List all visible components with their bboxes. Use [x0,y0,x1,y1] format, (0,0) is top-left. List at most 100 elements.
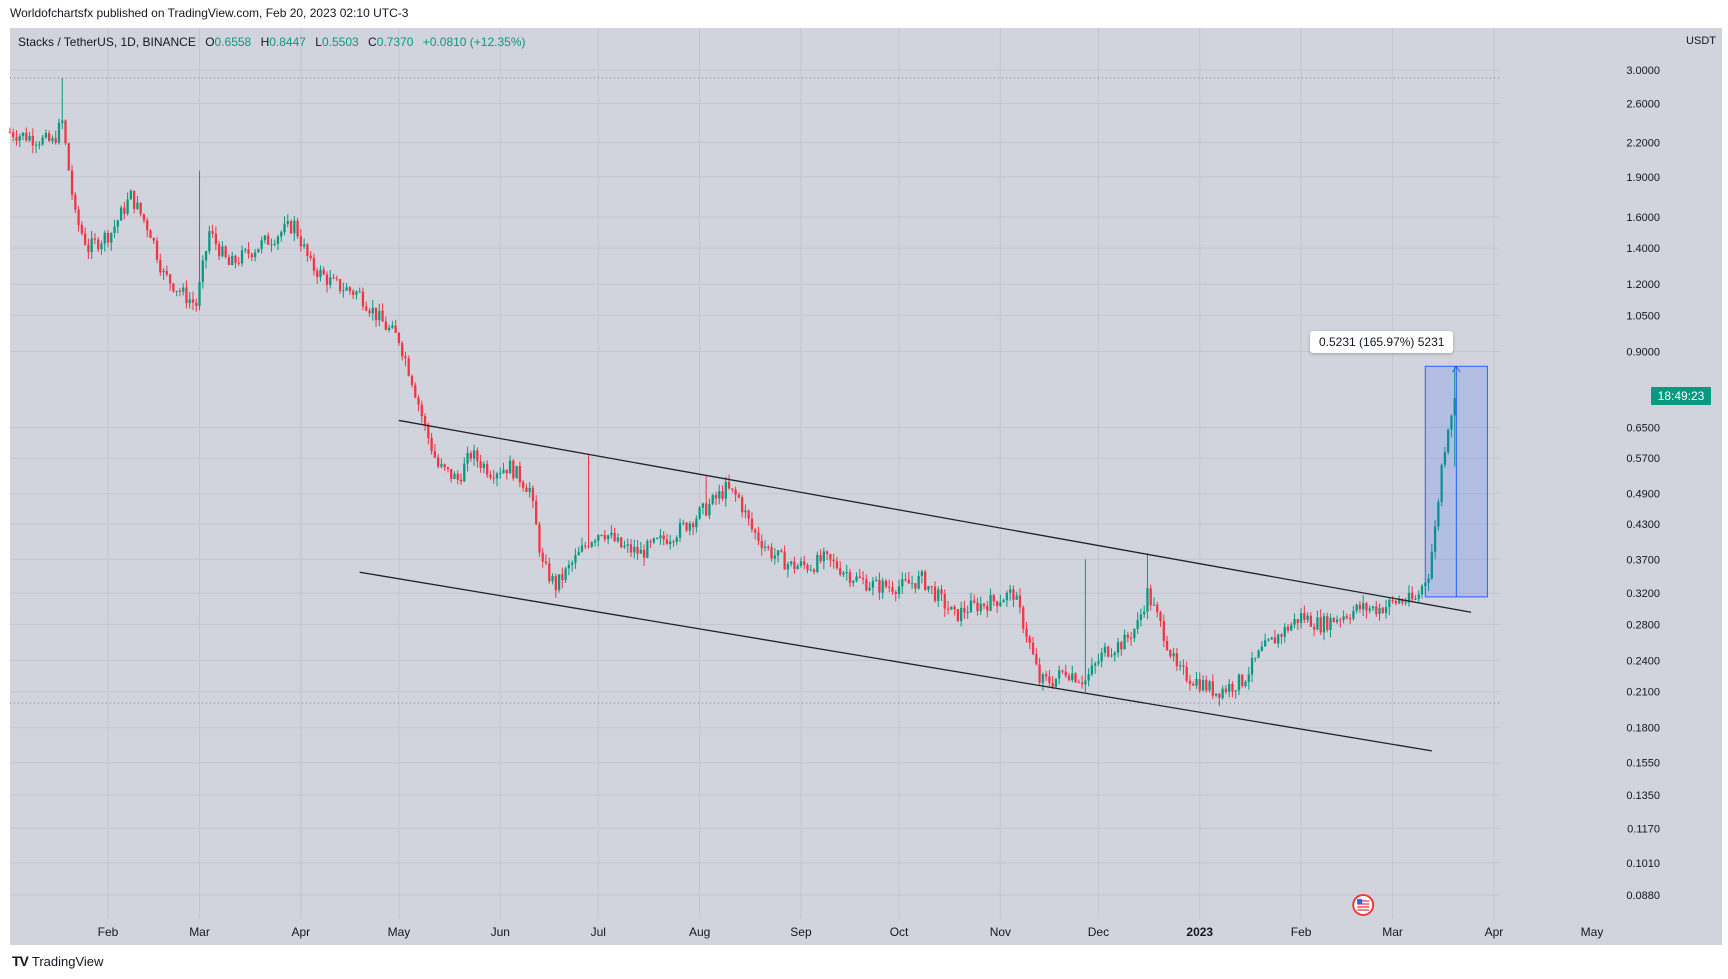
candle-body [309,255,312,259]
candle-body [1041,674,1044,683]
candle-body [698,507,701,519]
candle-body [904,578,907,580]
candle-body [1100,652,1103,662]
candle-body [175,290,178,292]
candle-body [296,220,299,237]
candle-body [1427,578,1430,583]
open-label: O [205,35,215,49]
candle-body [1381,607,1384,613]
footer-brand[interactable]: TV TradingView [12,953,103,969]
candle-body [110,233,113,243]
candle-body [1234,690,1237,692]
candle-body [750,518,754,530]
candle-body [809,569,812,571]
candle-body [561,574,564,581]
candle-body [544,561,548,564]
candle-body [1048,676,1051,683]
candle-body [25,132,28,141]
candle-body [678,523,682,538]
candle-body [701,503,705,508]
candle-body [159,259,162,273]
candle-body [1123,634,1126,650]
candle-body [780,550,783,552]
candle-body [1306,615,1309,620]
candle-body [325,274,329,285]
candle-body [1244,681,1247,687]
candle-body [966,612,969,614]
currency-label: USDT [1686,35,1716,47]
candle-body [126,199,129,214]
candle-body [329,277,332,285]
candle-body [1038,664,1041,683]
candle-body [832,559,835,562]
candle-body [1175,653,1179,667]
candle-body [1178,665,1182,667]
candle-body [1260,646,1264,651]
price-tick-label: 0.1350 [1626,790,1660,802]
candle-body [1391,599,1394,601]
candle-body [757,532,760,541]
candle-body [486,463,489,475]
candle-body [1005,592,1009,601]
candle-body [204,251,208,261]
candle-body [603,534,606,540]
candle-body [162,270,165,273]
candle-body [724,481,727,499]
measure-arrow-head [1451,365,1461,373]
candle-body [861,577,865,580]
candle-body [1126,634,1129,638]
candle-body [783,551,786,570]
price-tick-label: 0.0880 [1626,890,1660,902]
price-tick-label: 0.5700 [1626,453,1660,465]
candle-body [855,576,858,581]
candle-body [1384,607,1388,613]
candle-body [74,194,77,210]
candle-body [1198,679,1201,691]
candle-body [368,310,371,314]
candle-body [737,494,741,498]
candle-body [250,253,253,258]
candle-body [463,463,466,482]
candle-body [476,450,479,462]
candle-body [943,594,946,609]
candle-body [338,279,342,291]
candle-body [44,133,48,138]
price-tick-label: 0.1010 [1626,858,1660,870]
time-tick-label: Dec [1088,925,1109,939]
candle-body [790,561,793,565]
candle-body [1362,603,1365,610]
candle-body [825,551,829,555]
candle-body [584,545,587,547]
chart-pane[interactable] [10,28,1722,945]
candle-body [1067,675,1071,681]
price-tick-label: 0.1550 [1626,758,1660,770]
candle-body [914,583,917,589]
candle-body [515,465,518,479]
candle-body [691,523,695,528]
time-tick-label: Nov [990,925,1011,939]
candle-body [669,541,672,544]
flag-circle [1352,894,1375,916]
candle-body [754,529,757,533]
candle-body [1084,680,1087,685]
candle-body [1136,619,1139,630]
candle-body [829,554,832,560]
symbol-title[interactable]: Stacks / TetherUS, 1D, BINANCE [18,35,196,49]
candle-body [1443,452,1447,465]
candle-body [1146,588,1149,612]
candle-body [1398,600,1401,604]
candle-body [1332,617,1335,623]
candle-body [18,135,21,141]
candle-body [1250,658,1254,675]
candle-body [865,579,868,591]
candle-body [423,416,427,425]
candle-body [950,606,953,610]
candle-body [365,306,368,311]
candle-body [319,269,322,278]
candle-body [933,586,937,601]
candle-body [1237,674,1241,691]
candle-body [587,546,590,548]
candle-body [1280,634,1283,637]
candle-body [401,343,404,357]
